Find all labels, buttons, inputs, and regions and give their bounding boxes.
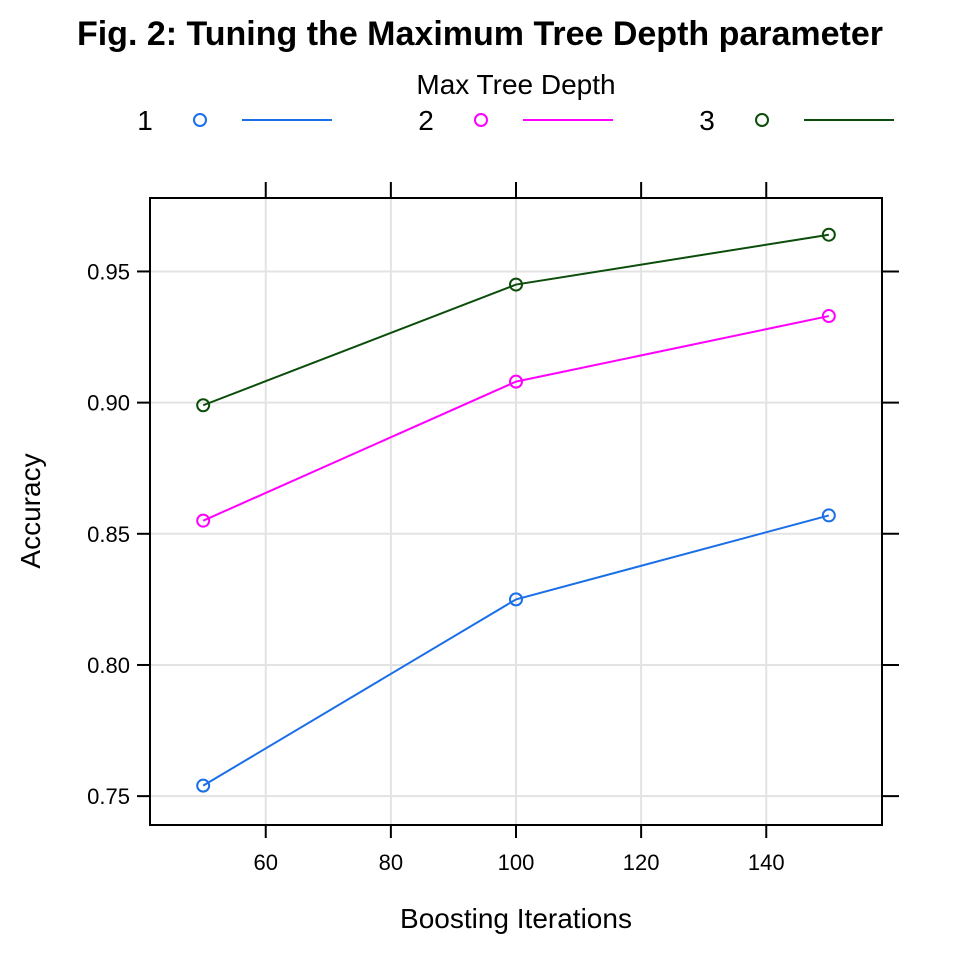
data-point xyxy=(821,508,836,523)
legend-title: Max Tree Depth xyxy=(416,69,615,100)
series-line xyxy=(202,315,830,522)
data-point xyxy=(821,227,836,242)
axis-ticks: 60 80 100 120 140 0.75 0.80 0.85 0.90 0.95 xyxy=(87,182,899,875)
legend-item-2: 2 xyxy=(418,105,613,136)
plot-frame xyxy=(149,197,883,826)
data-point xyxy=(509,592,523,607)
x-tick-label: 100 xyxy=(498,850,535,875)
data-point xyxy=(509,374,523,389)
data-point xyxy=(196,778,211,793)
legend-marker xyxy=(474,113,488,127)
y-tick-label: 0.85 xyxy=(87,522,130,547)
series-1 xyxy=(196,508,836,793)
data-point xyxy=(821,309,836,324)
x-tick-label: 120 xyxy=(623,850,660,875)
legend-item-1: 1 xyxy=(137,105,332,136)
series-line xyxy=(202,514,830,787)
y-tick-label: 0.75 xyxy=(87,784,130,809)
series-2 xyxy=(196,309,836,528)
data-point xyxy=(509,277,523,292)
data-point xyxy=(196,398,211,413)
legend-label: 1 xyxy=(137,105,153,136)
y-tick-label: 0.80 xyxy=(87,653,130,678)
legend-item-3: 3 xyxy=(699,105,894,136)
series-group xyxy=(196,227,836,793)
x-tick-label: 60 xyxy=(254,850,278,875)
gridlines xyxy=(150,198,882,825)
data-point xyxy=(196,513,211,528)
x-tick-label: 80 xyxy=(379,850,403,875)
legend-label: 2 xyxy=(418,105,434,136)
series-line xyxy=(202,233,829,407)
x-axis-label: Boosting Iterations xyxy=(400,903,632,934)
legend: 1 2 3 xyxy=(137,105,894,136)
y-tick-label: 0.90 xyxy=(87,391,130,416)
x-tick-label: 140 xyxy=(748,850,785,875)
y-tick-label: 0.95 xyxy=(87,259,130,284)
y-axis-label: Accuracy xyxy=(15,453,46,568)
chart-title: Fig. 2: Tuning the Maximum Tree Depth pa… xyxy=(77,15,883,53)
legend-label: 3 xyxy=(699,105,715,136)
series-3 xyxy=(196,227,836,413)
legend-marker xyxy=(755,113,769,127)
legend-marker xyxy=(193,113,207,127)
